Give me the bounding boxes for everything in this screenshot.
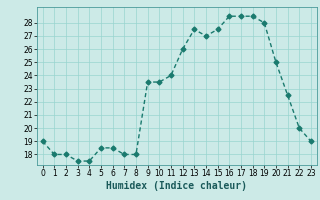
X-axis label: Humidex (Indice chaleur): Humidex (Indice chaleur) (106, 181, 247, 191)
